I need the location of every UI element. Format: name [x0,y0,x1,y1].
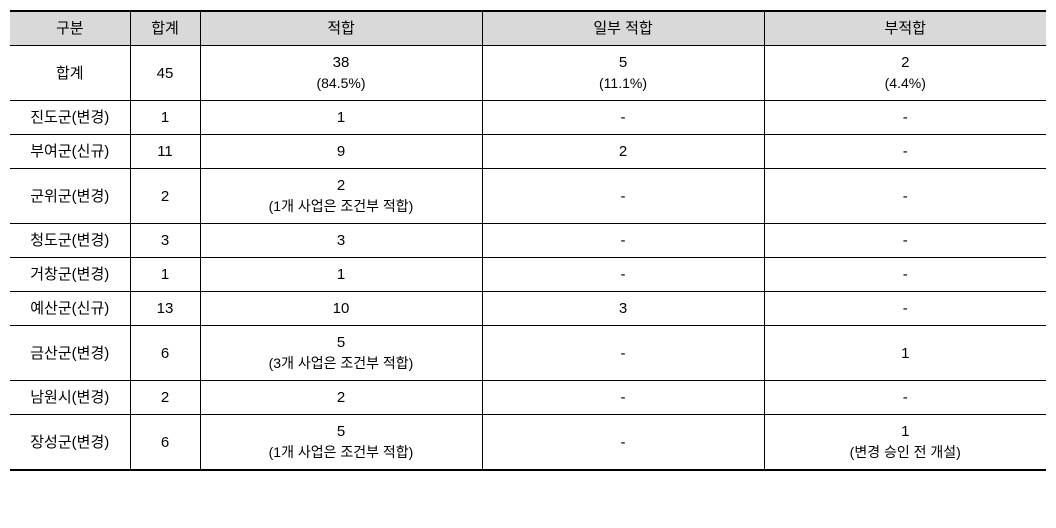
row-partial: - [482,101,764,135]
row-partial: - [482,381,764,415]
row-suitable: 1 [200,258,482,292]
row-unsuitable-sub: (변경 승인 전 개설) [850,444,961,460]
row-suitable: 9 [200,135,482,169]
table-row: 거창군(변경)11-- [10,258,1046,292]
row-unsuitable: - [764,135,1046,169]
row-total: 1 [130,101,200,135]
row-label: 남원시(변경) [10,381,130,415]
summary-suitable: 38 (84.5%) [200,46,482,101]
row-unsuitable: - [764,381,1046,415]
col-header-partial: 일부 적합 [482,11,764,46]
row-suitable-value: 2 [337,177,345,194]
row-total: 6 [130,326,200,381]
summary-partial-sub: (11.1%) [599,75,647,91]
row-total: 11 [130,135,200,169]
row-partial: - [482,169,764,224]
row-partial: 2 [482,135,764,169]
row-unsuitable: - [764,258,1046,292]
table-body: 합계 45 38 (84.5%) 5 (11.1%) 2 (4.4%) 진도군(… [10,46,1046,471]
summary-unsuitable-sub: (4.4%) [885,75,926,91]
row-suitable-sub: (3개 사업은 조건부 적합) [269,355,414,371]
row-total: 2 [130,169,200,224]
row-suitable-value: 5 [337,334,345,351]
table-row: 군위군(변경)22(1개 사업은 조건부 적합)-- [10,169,1046,224]
summary-suitable-sub: (84.5%) [316,75,365,91]
row-partial: 3 [482,292,764,326]
row-suitable-sub: (1개 사업은 조건부 적합) [269,198,414,214]
summary-unsuitable-value: 2 [901,54,909,71]
row-suitable: 3 [200,224,482,258]
row-suitable: 5 (3개 사업은 조건부 적합) [200,326,482,381]
row-label: 부여군(신규) [10,135,130,169]
row-label: 군위군(변경) [10,169,130,224]
row-unsuitable: - [764,169,1046,224]
col-header-suitable: 적합 [200,11,482,46]
row-label: 진도군(변경) [10,101,130,135]
row-label: 예산군(신규) [10,292,130,326]
row-suitable: 1 [200,101,482,135]
row-unsuitable: - [764,224,1046,258]
row-unsuitable-value: 1 [901,423,909,440]
summary-label: 합계 [10,46,130,101]
table-row: 장성군(변경)6 5 (1개 사업은 조건부 적합) - 1 (변경 승인 전 개설) [10,415,1046,471]
summary-unsuitable: 2 (4.4%) [764,46,1046,101]
col-header-total: 합계 [130,11,200,46]
row-partial: - [482,326,764,381]
summary-partial-value: 5 [619,54,627,71]
table-row: 예산군(신규)13103- [10,292,1046,326]
row-partial: - [482,258,764,292]
row-unsuitable: - [764,292,1046,326]
row-suitable: 10 [200,292,482,326]
summary-row: 합계 45 38 (84.5%) 5 (11.1%) 2 (4.4%) [10,46,1046,101]
col-header-category: 구분 [10,11,130,46]
row-unsuitable: 1 [764,326,1046,381]
table-row: 금산군(변경)6 5 (3개 사업은 조건부 적합) -1 [10,326,1046,381]
row-partial: - [482,224,764,258]
row-partial: - [482,415,764,471]
row-suitable-value: 5 [337,423,345,440]
row-suitable: 5 (1개 사업은 조건부 적합) [200,415,482,471]
row-total: 2 [130,381,200,415]
table-row: 진도군(변경)11-- [10,101,1046,135]
col-header-unsuitable: 부적합 [764,11,1046,46]
row-label: 청도군(변경) [10,224,130,258]
table-row: 부여군(신규)1192- [10,135,1046,169]
row-suitable: 2 [200,381,482,415]
summary-suitable-value: 38 [333,54,350,71]
row-suitable: 2 (1개 사업은 조건부 적합) [200,169,482,224]
summary-total: 45 [130,46,200,101]
row-total: 1 [130,258,200,292]
row-suitable-sub: (1개 사업은 조건부 적합) [269,444,414,460]
row-unsuitable: 1 (변경 승인 전 개설) [764,415,1046,471]
row-label: 금산군(변경) [10,326,130,381]
row-label: 거창군(변경) [10,258,130,292]
summary-partial: 5 (11.1%) [482,46,764,101]
row-label: 장성군(변경) [10,415,130,471]
table-row: 남원시(변경)22-- [10,381,1046,415]
table-header-row: 구분 합계 적합 일부 적합 부적합 [10,11,1046,46]
row-unsuitable: - [764,101,1046,135]
row-total: 3 [130,224,200,258]
row-total: 13 [130,292,200,326]
data-table: 구분 합계 적합 일부 적합 부적합 합계 45 38 (84.5%) 5 (1… [10,10,1046,471]
table-row: 청도군(변경)33-- [10,224,1046,258]
row-total: 6 [130,415,200,471]
